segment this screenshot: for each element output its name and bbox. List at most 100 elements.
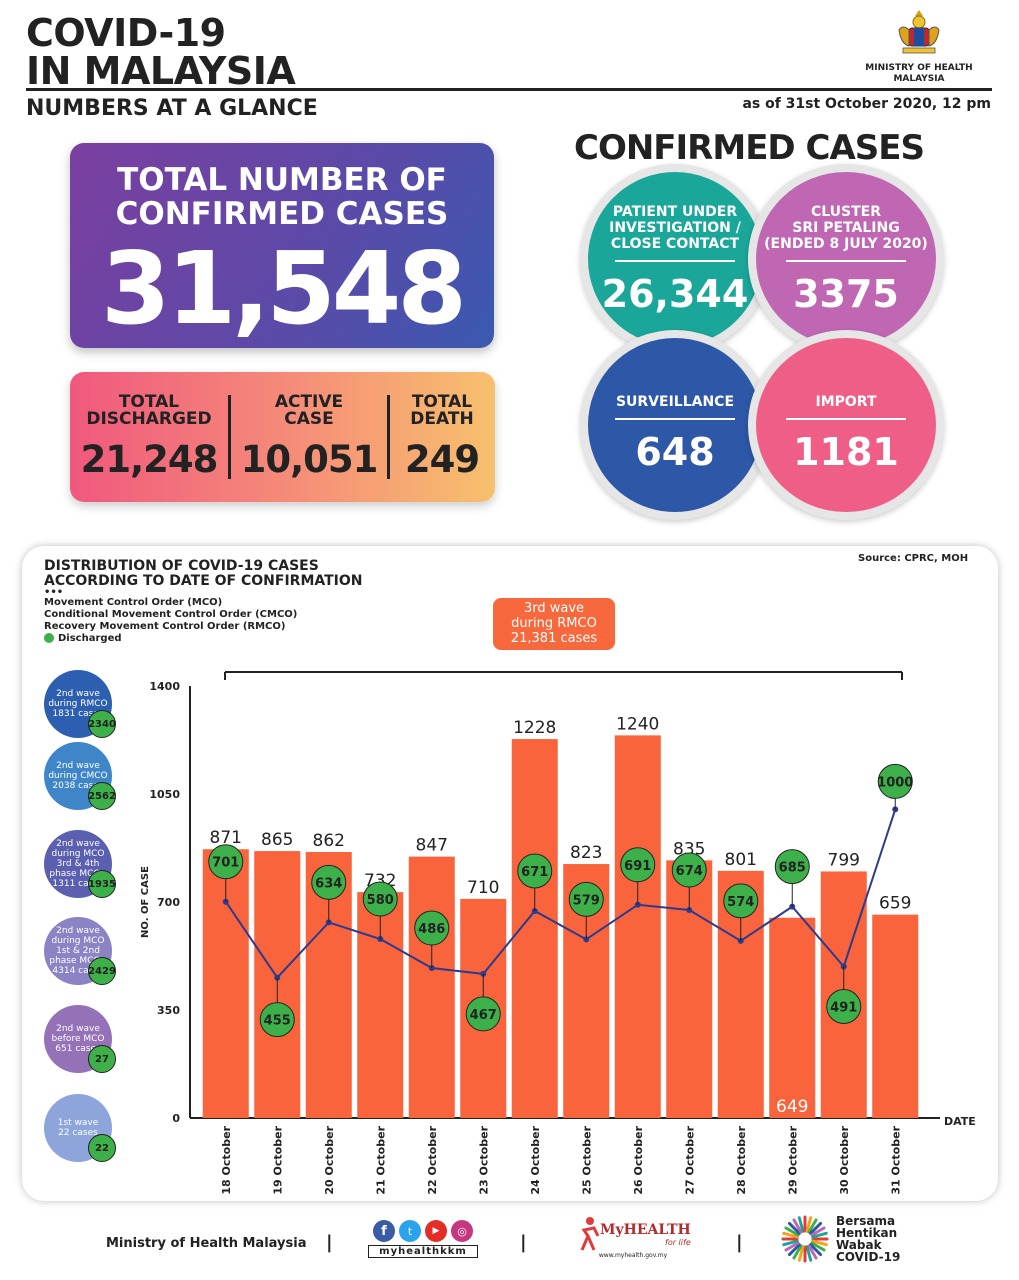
x-tick-label: 28 October bbox=[735, 1125, 748, 1194]
wave-discharged-badge: 2562 bbox=[88, 782, 116, 810]
discharged-value-label: 491 bbox=[830, 1000, 857, 1015]
import-rule bbox=[786, 418, 906, 420]
x-tick-label: 21 October bbox=[374, 1125, 387, 1194]
bar-value-label: 871 bbox=[210, 828, 242, 848]
legend-item-cmco: Conditional Movement Control Order (CMCO… bbox=[44, 609, 298, 620]
sunburst-ray bbox=[782, 1239, 799, 1247]
discharged-dot-icon bbox=[44, 633, 54, 643]
wave-discharged-badge: 22 bbox=[88, 1134, 116, 1162]
bar-value-label: 1228 bbox=[513, 718, 556, 738]
discharged-value-label: 691 bbox=[624, 859, 651, 874]
total-confirmed-label: TOTAL NUMBER OF CONFIRMED CASES bbox=[70, 163, 494, 231]
discharged-bubble bbox=[414, 910, 450, 946]
stat-discharged: TOTAL DISCHARGED 21,248 bbox=[70, 393, 228, 481]
total-label-line2: CONFIRMED CASES bbox=[115, 196, 449, 232]
cluster-label-l1: CLUSTER bbox=[810, 204, 882, 220]
sunburst-ray bbox=[809, 1221, 823, 1235]
wave-label: 1311 cases bbox=[52, 879, 104, 889]
x-tick-label: 18 October bbox=[220, 1125, 233, 1194]
wave-label: 2nd wave bbox=[56, 689, 100, 699]
social-icons: f t ▶ ◎ myhealthkkm bbox=[368, 1220, 478, 1258]
sunburst-ray bbox=[809, 1243, 823, 1257]
facebook-icon[interactable]: f bbox=[373, 1220, 395, 1242]
wave-label: 4314 cases bbox=[52, 966, 104, 976]
wave-label: 1st & 2nd bbox=[56, 946, 100, 956]
bar-value-label: 847 bbox=[416, 836, 448, 856]
y-axis-label: NO. OF CASE bbox=[140, 866, 151, 938]
surveillance-label: SURVEILLANCE bbox=[615, 394, 735, 410]
discharged-bubble bbox=[362, 881, 398, 917]
total-confirmed-value: 31,548 bbox=[101, 230, 467, 347]
as-of-date: as of 31st October 2020, 12 pm bbox=[742, 96, 991, 112]
footer-separator: | bbox=[326, 1232, 333, 1253]
total-label-line1: TOTAL NUMBER OF bbox=[117, 162, 447, 198]
campaign-line1: Bersama bbox=[836, 1214, 896, 1228]
wave-label: phase MCO - bbox=[49, 956, 107, 966]
wave-label: 3rd & 4th bbox=[56, 859, 100, 869]
social-handle: myhealthkkm bbox=[368, 1245, 478, 1258]
footer-ministry: Ministry of Health Malaysia bbox=[106, 1236, 307, 1251]
y-tick-label: 0 bbox=[172, 1112, 180, 1125]
summary-stats-card: TOTAL DISCHARGED 21,248 ACTIVE CASE 10,0… bbox=[70, 372, 495, 502]
wave-label: during MCO bbox=[51, 936, 105, 946]
discharged-value-label: 455 bbox=[264, 1014, 291, 1029]
y-tick-label: 350 bbox=[157, 1004, 180, 1017]
wave-label: 1st wave bbox=[57, 1118, 99, 1128]
ministry-name-line2: MALAYSIA bbox=[893, 74, 945, 84]
stat-discharged-value: 21,248 bbox=[80, 437, 219, 481]
runner-icon bbox=[578, 1216, 600, 1252]
pui-label: PATIENT UNDER INVESTIGATION / CLOSE CONT… bbox=[588, 204, 762, 252]
pui-value: 26,344 bbox=[601, 272, 749, 316]
wave-discharged-badge: 2429 bbox=[88, 957, 116, 985]
wave-label: before MCO bbox=[51, 1034, 105, 1044]
pui-label-l1: PATIENT UNDER bbox=[612, 204, 738, 220]
stat-divider bbox=[228, 395, 231, 479]
discharged-value-label: 671 bbox=[521, 865, 548, 880]
circle-pui: PATIENT UNDER INVESTIGATION / CLOSE CONT… bbox=[580, 164, 770, 354]
instagram-icon[interactable]: ◎ bbox=[451, 1220, 473, 1242]
discharged-value-label: 486 bbox=[418, 922, 445, 937]
discharged-value-label: 579 bbox=[573, 893, 600, 908]
bar-value-label: 1240 bbox=[616, 714, 659, 734]
x-tick-label: 20 October bbox=[323, 1125, 336, 1194]
wave-label: during MCO bbox=[51, 849, 105, 859]
x-tick-label: 19 October bbox=[271, 1125, 284, 1194]
bar bbox=[511, 739, 558, 1118]
legend-item-rmco: Recovery Movement Control Order (RMCO) bbox=[44, 621, 286, 632]
youtube-icon[interactable]: ▶ bbox=[425, 1220, 447, 1242]
wave-label: 651 cases bbox=[55, 1044, 101, 1054]
total-confirmed-card: TOTAL NUMBER OF CONFIRMED CASES 31,548 bbox=[70, 143, 494, 348]
circle-cluster: CLUSTER SRI PETALING (ENDED 8 JULY 2020)… bbox=[748, 164, 944, 354]
x-tick-label: 25 October bbox=[580, 1125, 593, 1194]
bar-value-label: 801 bbox=[725, 850, 757, 870]
stat-death-value: 249 bbox=[404, 437, 480, 481]
sunburst-ray bbox=[787, 1243, 801, 1257]
third-wave-line3: 21,381 cases bbox=[510, 631, 598, 646]
wave-discharged-badge: 27 bbox=[88, 1045, 116, 1073]
campaign-line4: COVID-19 bbox=[836, 1250, 901, 1264]
discharged-bubble bbox=[723, 883, 759, 919]
twitter-icon[interactable]: t bbox=[399, 1220, 421, 1242]
sunburst-ray bbox=[811, 1239, 828, 1247]
x-tick-label: 26 October bbox=[632, 1125, 645, 1194]
ministry-name-line1: MINISTRY OF HEALTH bbox=[865, 63, 973, 73]
legend-item-discharged: Discharged bbox=[44, 633, 297, 645]
discharged-line bbox=[224, 809, 897, 980]
discharged-value-label: 467 bbox=[470, 1008, 497, 1023]
cluster-label-l3: (ENDED 8 JULY 2020) bbox=[764, 236, 928, 252]
discharged-bubble bbox=[774, 849, 810, 885]
legend-discharged-label: Discharged bbox=[58, 633, 122, 644]
y-tick-label: 1050 bbox=[149, 788, 180, 801]
x-tick-label: 23 October bbox=[477, 1125, 490, 1194]
sunburst-ray bbox=[810, 1226, 826, 1237]
wave-label: 1831 cases bbox=[52, 709, 104, 719]
discharged-bubble bbox=[826, 988, 862, 1024]
sunburst-ray bbox=[797, 1245, 805, 1262]
stat-active-value: 10,051 bbox=[240, 437, 379, 481]
wave-label: 2nd wave bbox=[56, 839, 100, 849]
bar bbox=[408, 856, 455, 1118]
x-axis-label: DATE bbox=[944, 1115, 976, 1128]
bar-value-label: 823 bbox=[570, 843, 602, 863]
stat-death-label-l1: TOTAL bbox=[411, 391, 473, 412]
sunburst-ray bbox=[810, 1241, 826, 1252]
